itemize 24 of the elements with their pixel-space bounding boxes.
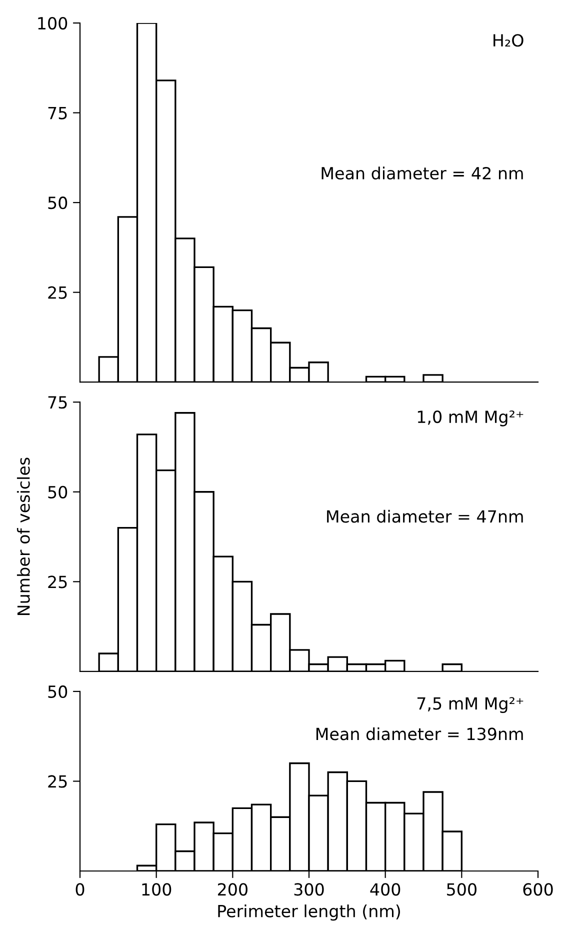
x-tick-label: 100 xyxy=(142,883,172,896)
y-tick-label: 50 xyxy=(48,486,68,498)
x-tick-label: 400 xyxy=(370,883,400,896)
x-tick-label: 600 xyxy=(523,883,553,896)
annotation: 7,5 mM Mg²⁺ xyxy=(417,697,524,713)
annotation: Mean diameter = 42 nm xyxy=(322,166,523,180)
annotation: Mean diameter = 47nm xyxy=(327,510,523,523)
annotation: H₂O xyxy=(494,34,524,47)
x-tick-label: 300 xyxy=(294,883,324,896)
y-tick-label: 25 xyxy=(48,576,67,588)
y-tick-label: 50 xyxy=(48,196,68,210)
x-tick-label: 500 xyxy=(447,883,476,896)
y-tick-label: 75 xyxy=(48,396,67,409)
y-tick-label: 25 xyxy=(48,775,67,788)
x-tick-label: 200 xyxy=(218,883,248,896)
y-tick-label: 100 xyxy=(38,16,68,30)
annotation: Mean diameter = 139nm xyxy=(316,727,523,740)
x-axis-title: Perimeter length (nm) xyxy=(218,904,400,921)
y-tick-label: 75 xyxy=(48,106,67,120)
annotation: 1,0 mM Mg²⁺ xyxy=(418,410,524,426)
y-tick-label: 25 xyxy=(48,286,67,299)
y-axis-title: Number of vesicles xyxy=(16,458,30,616)
x-tick-label: 0 xyxy=(76,883,84,896)
y-tick-label: 50 xyxy=(48,685,68,698)
